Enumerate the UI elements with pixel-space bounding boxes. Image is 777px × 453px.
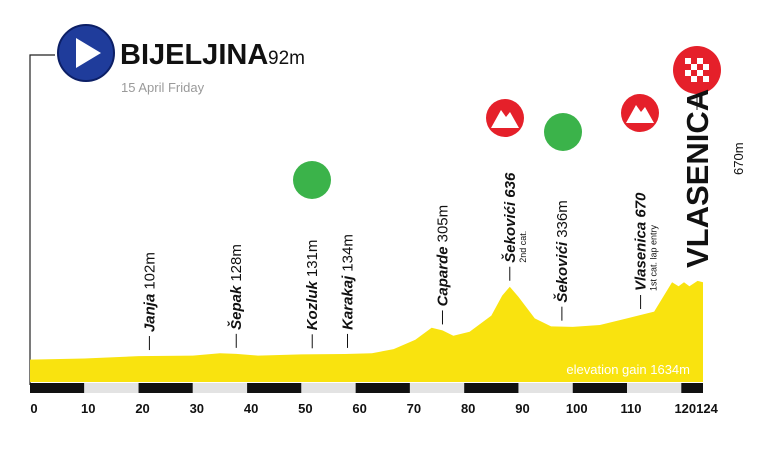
axis-segment: [247, 383, 302, 393]
annotation: elevation gain 1634m: [566, 362, 690, 377]
x-tick-label: 80: [461, 401, 475, 416]
waypoint-elevation: 134m: [340, 234, 357, 272]
mountain-icon: [621, 94, 659, 132]
axis-segment: [681, 383, 703, 393]
start-line: [29, 54, 55, 385]
waypoint-name: Kozluk: [304, 280, 321, 330]
waypoint-label: Kozluk 131m: [304, 240, 321, 331]
waypoint-elevation: 131m: [304, 240, 321, 278]
axis-segment: [627, 383, 682, 393]
x-tick-label: 50: [298, 401, 312, 416]
x-tick-label: 60: [352, 401, 366, 416]
start-date: 15 April Friday: [121, 80, 205, 95]
axis-segment: [518, 383, 573, 393]
axis-segment: [355, 383, 410, 393]
waypoint-name: Caparde: [434, 246, 451, 306]
sprint-icon: [544, 113, 582, 151]
waypoint-name: Karakaj: [340, 275, 357, 330]
x-tick-label: 90: [515, 401, 529, 416]
axis-segment: [30, 383, 85, 393]
waypoint-elevation: 128m: [228, 244, 245, 282]
waypoint-elevation: 305m: [434, 205, 451, 243]
waypoint-elevation: 336m: [554, 200, 571, 238]
waypoint-label: Janja 102m: [141, 252, 158, 332]
waypoint-note: 2nd cat.: [518, 231, 528, 263]
elevation-area: [30, 280, 703, 382]
x-tick-label: 10: [81, 401, 95, 416]
axis-segment: [409, 383, 465, 393]
waypoint-label: Caparde 305m: [434, 205, 451, 307]
axis-segment: [84, 383, 139, 393]
x-tick-label: 0: [30, 401, 37, 416]
plot: 0 10 20 30 40 50 60 70 80 90 100 110 120 124 Janja 102m…: [30, 172, 719, 416]
waypoint-label: Šepak 128m: [227, 244, 245, 330]
axis-segment: [192, 383, 248, 393]
waypoint-name: Vlasenica 670: [633, 192, 650, 291]
finish-name: VLASENICA: [680, 89, 715, 268]
x-tick-label: 40: [244, 401, 258, 416]
x-tick-label: 124: [696, 401, 718, 416]
mountain-icon: [486, 99, 524, 137]
waypoint-note: 1st cat. lap entry: [649, 224, 659, 291]
x-tick-label: 70: [407, 401, 421, 416]
x-tick-label: 120: [674, 401, 696, 416]
waypoint-label: Šekovići 636: [501, 172, 519, 263]
x-tick-label: 20: [135, 401, 149, 416]
start-name: BIJELJINA: [120, 39, 268, 71]
axis-segment: [301, 383, 356, 393]
waypoint-label: Karakaj 134m: [340, 234, 357, 330]
x-tick-label: 110: [621, 401, 642, 416]
finish-icon: [673, 46, 721, 110]
waypoint-name: Šekovići: [553, 241, 571, 303]
waypoint-name: Šepak: [227, 285, 245, 330]
x-tick-label: 100: [566, 401, 588, 416]
waypoint-name: Šekovići 636: [501, 172, 519, 263]
axis-segment: [138, 383, 193, 393]
x-tick-label: 30: [190, 401, 204, 416]
waypoint-label: Šekovići 336m: [553, 200, 571, 302]
waypoint-elevation: 102m: [141, 252, 158, 290]
start-elevation: 92m: [268, 48, 305, 69]
axis-segment: [572, 383, 628, 393]
start-icon: [57, 24, 115, 82]
waypoint-name: Janja: [141, 294, 158, 332]
waypoint-label: Vlasenica 670: [633, 192, 650, 291]
sprint-icon: [293, 161, 331, 199]
axis-segment: [464, 383, 519, 393]
finish-elevation: 670m: [731, 142, 746, 175]
